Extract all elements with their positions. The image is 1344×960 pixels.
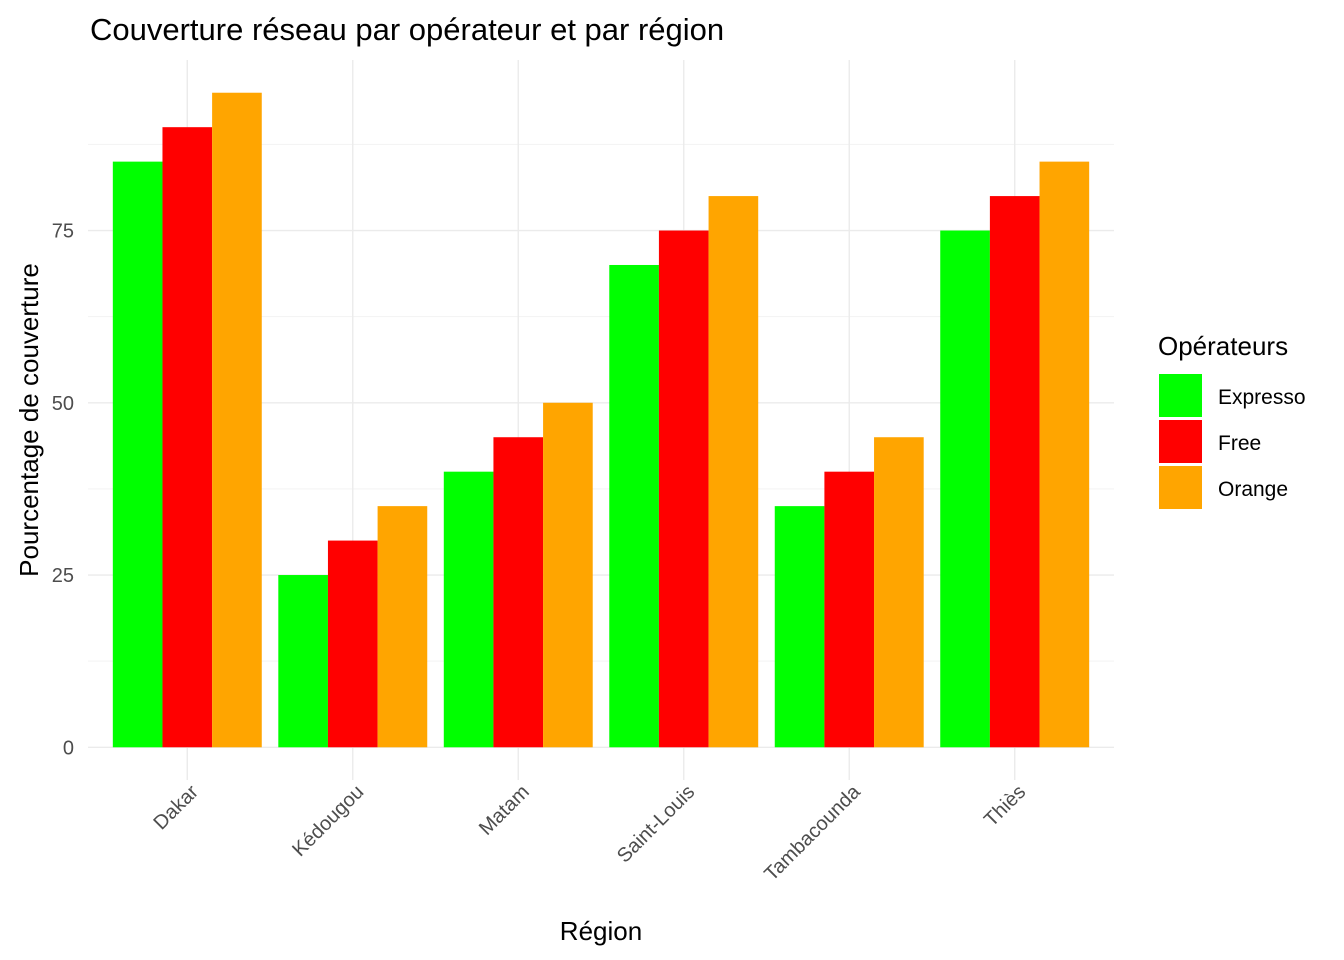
legend-items: Expresso Free Orange	[1159, 374, 1306, 509]
bar-expresso	[609, 264, 659, 748]
legend: Opérateurs Expresso Free Orange	[1158, 331, 1306, 509]
x-axis-ticks: Dakar Kédougou Matam Saint-Louis Tambacounda…	[150, 780, 1031, 885]
legend-key-free	[1159, 420, 1202, 463]
bar-free	[658, 230, 709, 748]
legend-title: Opérateurs	[1158, 331, 1288, 361]
chart-title: Couverture réseau par opérateur et par r…	[90, 12, 724, 47]
bar-expresso	[278, 575, 328, 748]
y-tick-label: 25	[52, 565, 74, 587]
legend-label-orange: Orange	[1218, 478, 1288, 501]
bar-orange	[543, 402, 593, 748]
bar-expresso	[112, 161, 163, 748]
y-axis-title: Pourcentage de couverture	[14, 263, 44, 577]
x-tick-label: Dakar	[150, 781, 204, 835]
bar-free	[327, 540, 378, 748]
bar-expresso	[774, 506, 825, 748]
legend-label-free: Free	[1218, 432, 1261, 455]
bars	[112, 92, 1090, 748]
bar-free	[493, 437, 544, 748]
x-tick-label: Kédougou	[288, 781, 368, 861]
bar-free	[824, 471, 875, 748]
bar-orange	[1039, 161, 1090, 748]
legend-label-expresso: Expresso	[1218, 386, 1306, 409]
x-tick-label: Thiès	[980, 781, 1030, 831]
bar-orange	[377, 506, 428, 748]
bar-orange	[212, 92, 262, 748]
x-tick-label: Matam	[475, 781, 534, 840]
x-tick-label: Tambacounda	[760, 780, 865, 885]
y-tick-label: 75	[52, 221, 74, 243]
bar-expresso	[940, 230, 990, 748]
y-axis-ticks: 0 25 50 75	[52, 221, 74, 760]
bar-orange	[874, 437, 924, 748]
legend-key-expresso	[1159, 374, 1202, 417]
x-axis-title: Région	[560, 916, 642, 946]
y-tick-label: 0	[63, 737, 74, 759]
bar-orange	[708, 196, 759, 748]
bar-expresso	[443, 471, 494, 748]
legend-key-orange	[1159, 466, 1202, 509]
y-tick-label: 50	[52, 393, 74, 415]
bar-free	[989, 196, 1040, 748]
x-tick-label: Saint-Louis	[613, 781, 699, 867]
bar-free	[162, 127, 213, 748]
